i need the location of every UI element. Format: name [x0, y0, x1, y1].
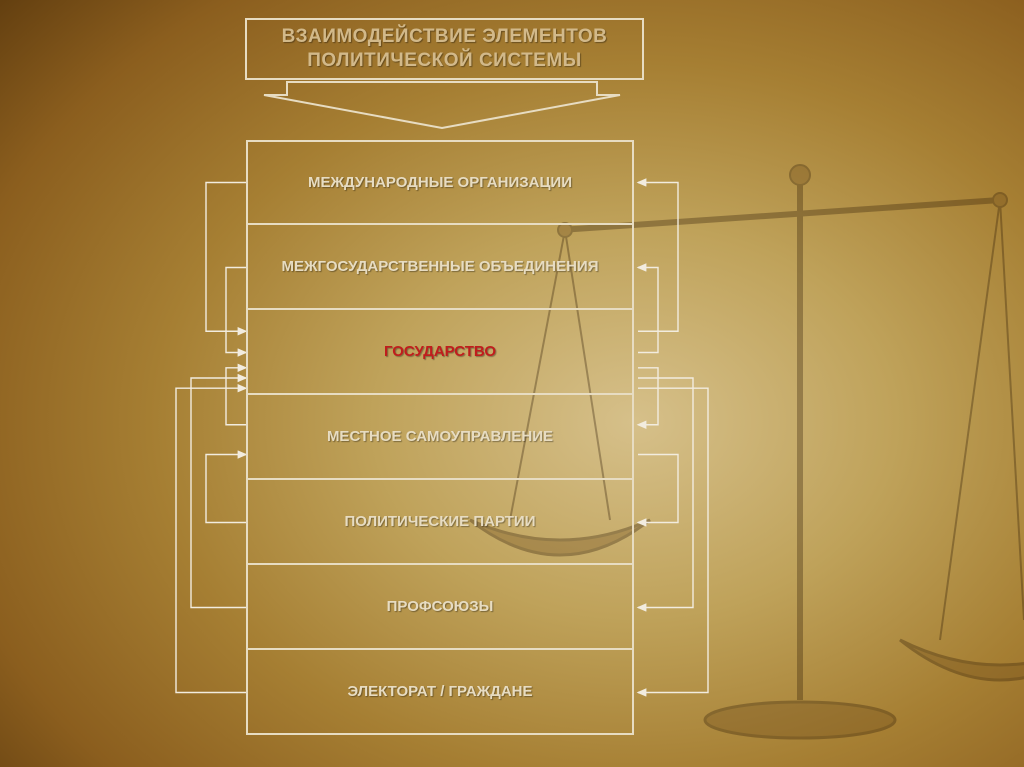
- connector-R-4: [638, 455, 678, 523]
- row-box-5: ПРОФСОЮЗЫ: [246, 565, 634, 650]
- row-label: ПОЛИТИЧЕСКИЕ ПАРТИИ: [345, 513, 536, 531]
- row-box-3: МЕСТНОЕ САМОУПРАВЛЕНИЕ: [246, 395, 634, 480]
- connector-R-1: [638, 268, 658, 353]
- connector-R-3: [638, 378, 693, 608]
- row-label: ЭЛЕКТОРАТ / ГРАЖДАНЕ: [348, 683, 533, 701]
- row-label: ГОСУДАРСТВО: [384, 343, 496, 361]
- connector-L-5: [226, 368, 246, 425]
- row-box-4: ПОЛИТИЧЕСКИЕ ПАРТИИ: [246, 480, 634, 565]
- connector-R-2: [638, 388, 708, 692]
- connector-L-2: [176, 388, 246, 692]
- row-box-6: ЭЛЕКТОРАТ / ГРАЖДАНЕ: [246, 650, 634, 735]
- row-box-0: МЕЖДУНАРОДНЫЕ ОРГАНИЗАЦИИ: [246, 140, 634, 225]
- row-box-1: МЕЖГОСУДАРСТВЕННЫЕ ОБЪЕДИНЕНИЯ: [246, 225, 634, 310]
- connector-L-1: [226, 268, 246, 353]
- row-label: МЕСТНОЕ САМОУПРАВЛЕНИЕ: [327, 428, 553, 446]
- connector-L-4: [206, 455, 246, 523]
- row-label: МЕЖГОСУДАРСТВЕННЫЕ ОБЪЕДИНЕНИЯ: [282, 258, 599, 276]
- title-arrow: [264, 82, 620, 128]
- row-label: ПРОФСОЮЗЫ: [387, 598, 494, 616]
- connector-R-5: [638, 368, 658, 425]
- diagram-canvas: ВЗАИМОДЕЙСТВИЕ ЭЛЕМЕНТОВ ПОЛИТИЧЕСКОЙ СИ…: [0, 0, 1024, 767]
- connector-L-3: [191, 378, 246, 608]
- row-box-2: ГОСУДАРСТВО: [246, 310, 634, 395]
- row-label: МЕЖДУНАРОДНЫЕ ОРГАНИЗАЦИИ: [308, 174, 572, 192]
